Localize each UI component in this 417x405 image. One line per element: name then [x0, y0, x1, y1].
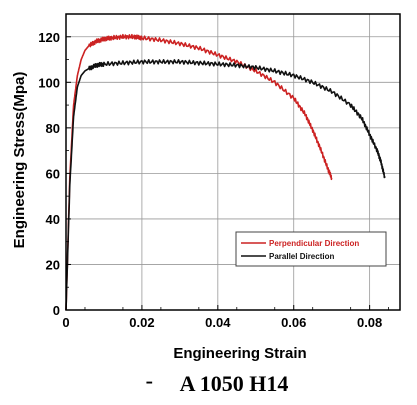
x-tick-label: 0.02	[129, 315, 154, 330]
legend-label-perpendicular: Perpendicular Direction	[269, 239, 359, 248]
y-tick-label: 80	[46, 121, 60, 136]
figure-caption: A 1050 H14	[180, 371, 289, 396]
x-tick-label: 0.06	[281, 315, 306, 330]
series-line-perpendicular	[65, 33, 333, 311]
x-tick-label: 0.08	[357, 315, 382, 330]
legend-label-parallel: Parallel Direction	[269, 252, 334, 261]
series-layer	[65, 33, 386, 311]
ticks: 0 0.02 0.04 0.06 0.08 0 20 40 60 80 100 120	[38, 30, 390, 330]
y-tick-label: 60	[46, 166, 60, 181]
figure-caption-dash: -	[146, 368, 153, 393]
y-tick-label: 100	[38, 75, 60, 90]
plot-frame	[65, 13, 401, 311]
y-axis-label: Engineering Stress(Mpa)	[11, 72, 28, 249]
y-tick-label: 0	[53, 303, 60, 318]
y-tick-label: 20	[46, 257, 60, 272]
legend: Perpendicular Direction Parallel Directi…	[235, 231, 387, 267]
y-tick-label: 40	[46, 212, 60, 227]
series-line-parallel	[65, 58, 386, 311]
x-tick-label: 0	[62, 315, 69, 330]
y-tick-label: 120	[38, 30, 60, 45]
legend-box	[235, 231, 387, 267]
x-tick-label: 0.04	[205, 315, 231, 330]
x-axis-label: Engineering Strain	[173, 345, 306, 362]
